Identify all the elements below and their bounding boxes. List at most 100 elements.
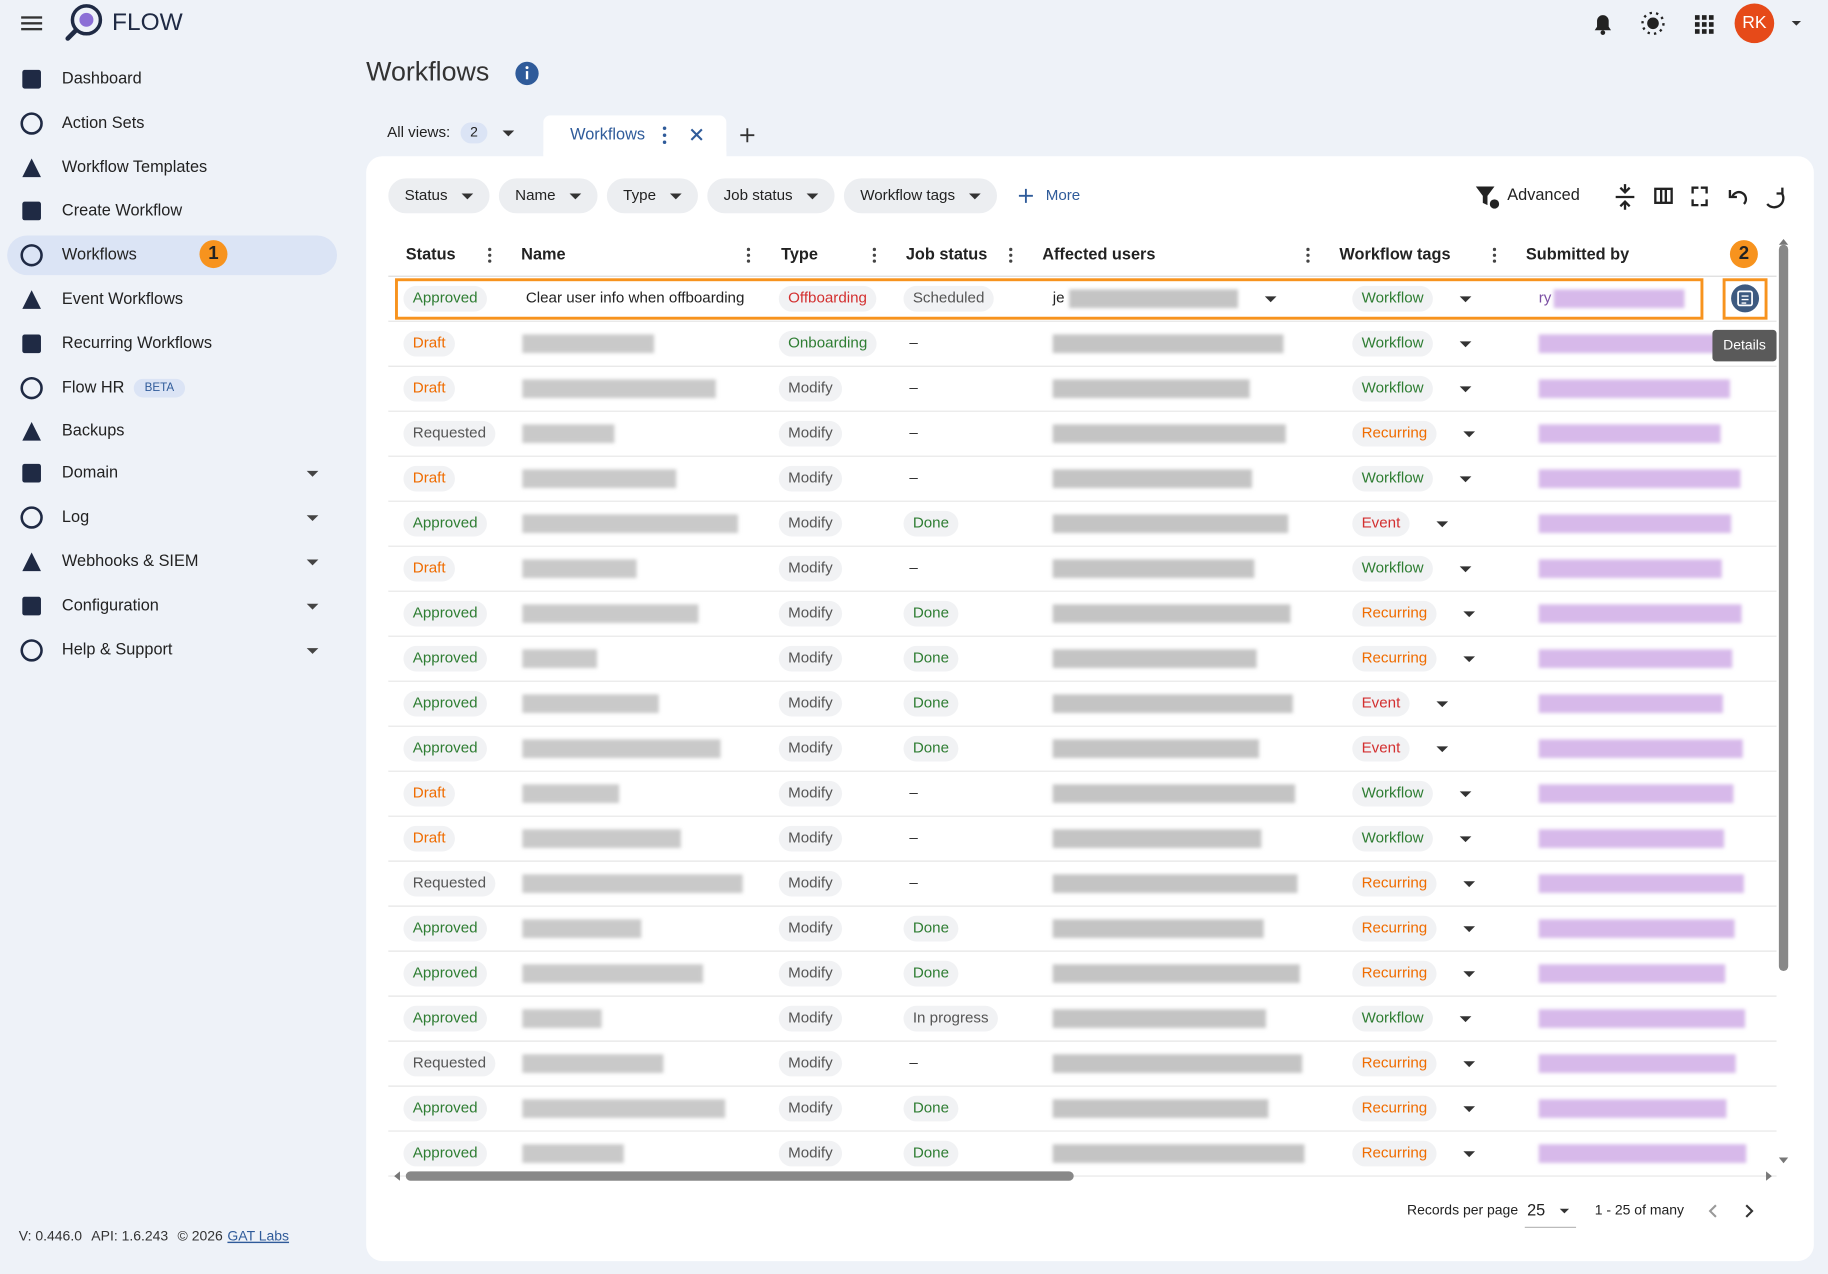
- tag-caret[interactable]: [1463, 1106, 1476, 1113]
- nav-expand: [306, 559, 319, 566]
- tag-caret[interactable]: [1459, 566, 1472, 573]
- tag-caret[interactable]: [1459, 836, 1472, 843]
- table-row[interactable]: Approved Modify Done Event: [388, 735, 1777, 772]
- tag-caret[interactable]: [1436, 521, 1449, 528]
- column-menu[interactable]: [1009, 247, 1013, 263]
- table-row[interactable]: Requested Modify – Recurring: [388, 420, 1777, 457]
- table-row[interactable]: Approved Modify Done Event: [388, 690, 1777, 727]
- tab-menu[interactable]: [662, 126, 667, 144]
- tag-caret[interactable]: [1463, 611, 1476, 618]
- view-tab[interactable]: [543, 115, 727, 163]
- column-menu[interactable]: [872, 247, 877, 263]
- nav-item[interactable]: Workflows: [20, 244, 137, 267]
- nav-item[interactable]: Domain: [22, 464, 319, 483]
- chip-label: Done: [913, 695, 949, 712]
- tooltip-text: Details: [1723, 336, 1766, 352]
- prev-page[interactable]: [1708, 1204, 1717, 1218]
- per-page-dropdown[interactable]: [1559, 1208, 1570, 1214]
- nav-item[interactable]: Dashboard: [22, 70, 142, 89]
- table-row[interactable]: Draft Modify – Workflow: [388, 375, 1777, 412]
- column-menu[interactable]: [1492, 247, 1497, 263]
- table-row[interactable]: Draft Modify – Workflow: [388, 825, 1777, 862]
- notifications-button[interactable]: [1594, 15, 1612, 35]
- nav-item[interactable]: Action Sets: [20, 112, 145, 135]
- filter-chip[interactable]: Status: [388, 178, 490, 214]
- filter-chip[interactable]: Name: [498, 178, 598, 214]
- tag-caret[interactable]: [1459, 1016, 1472, 1023]
- vertical-scrollbar[interactable]: [1778, 244, 1789, 971]
- tag-caret[interactable]: [1436, 746, 1449, 753]
- chip-bg: [778, 600, 843, 627]
- filter-chip[interactable]: Workflow tags: [843, 178, 997, 214]
- table-row[interactable]: Approved Modify Done Recurring: [388, 960, 1777, 997]
- table-row[interactable]: Approved Clear user info when offboarding…: [388, 285, 1777, 322]
- table-row[interactable]: Draft Onboarding – Workflow: [388, 330, 1777, 367]
- tag-caret[interactable]: [1463, 926, 1476, 933]
- tag-caret[interactable]: [1459, 476, 1472, 483]
- horizontal-scrollbar[interactable]: [405, 1171, 1074, 1181]
- tag-caret[interactable]: [1463, 1151, 1476, 1158]
- nav-item[interactable]: Recurring Workflows: [22, 334, 212, 354]
- tag-caret[interactable]: [1459, 296, 1472, 303]
- info-icon[interactable]: [515, 61, 539, 86]
- per-page-value[interactable]: 25: [1527, 1201, 1545, 1219]
- nav-item[interactable]: Log: [20, 506, 319, 529]
- nav-item[interactable]: Backups: [22, 422, 124, 441]
- table-row[interactable]: Approved Modify Done Recurring: [388, 645, 1777, 682]
- nav-expand: [306, 470, 319, 477]
- nav-item[interactable]: Help & Support: [20, 639, 319, 662]
- redacted-users: [1052, 829, 1262, 848]
- tab-close[interactable]: [690, 128, 703, 141]
- table-row[interactable]: Approved Modify Done Recurring: [388, 1095, 1777, 1132]
- chip-label: Draft: [413, 560, 447, 577]
- table-row[interactable]: Draft Modify – Workflow: [388, 780, 1777, 817]
- table-row[interactable]: Draft Modify – Workflow: [388, 465, 1777, 502]
- nav-item[interactable]: Flow HR BETA: [20, 376, 186, 400]
- table-row[interactable]: Approved Modify Done Recurring: [388, 600, 1777, 637]
- chip-bg: [403, 1050, 496, 1077]
- chip-label: Done: [913, 1100, 949, 1117]
- chip-label: Workflow: [1362, 830, 1424, 847]
- views-dropdown[interactable]: [502, 130, 515, 137]
- table-row[interactable]: Approved Modify In progress Workflow: [388, 1005, 1777, 1042]
- tag-caret[interactable]: [1459, 341, 1472, 348]
- toolbar-icons[interactable]: [1615, 184, 1785, 210]
- apps-button[interactable]: [1694, 15, 1714, 34]
- tag-caret[interactable]: [1463, 1061, 1476, 1068]
- tag-caret[interactable]: [1463, 971, 1476, 978]
- tag-caret[interactable]: [1463, 881, 1476, 888]
- nav-item[interactable]: Create Workflow: [22, 201, 182, 221]
- chip-label: Workflow: [1362, 785, 1424, 802]
- theme-button[interactable]: [1641, 11, 1665, 35]
- column-menu[interactable]: [746, 247, 751, 263]
- tag-caret[interactable]: [1463, 656, 1476, 663]
- more-filters[interactable]: More: [1018, 187, 1080, 204]
- advanced-filter[interactable]: Advanced: [1475, 186, 1580, 209]
- menu-button[interactable]: [21, 16, 43, 31]
- table-row[interactable]: Requested Modify – Recurring: [388, 870, 1777, 907]
- vendor-link[interactable]: GAT Labs: [227, 1227, 289, 1243]
- affected-caret[interactable]: [1264, 296, 1277, 303]
- table-row[interactable]: Approved Modify Done Recurring: [388, 915, 1777, 952]
- tag-caret[interactable]: [1459, 791, 1472, 798]
- account-button[interactable]: RK: [1734, 3, 1802, 44]
- column-menu[interactable]: [1306, 247, 1310, 263]
- column-menu[interactable]: [488, 247, 492, 263]
- table-row[interactable]: Requested Modify – Recurring: [388, 1050, 1777, 1087]
- nav-item[interactable]: Configuration: [22, 596, 319, 616]
- filter-chip[interactable]: Job status: [707, 178, 835, 214]
- nav-item[interactable]: Event Workflows: [22, 290, 183, 309]
- tag-caret[interactable]: [1459, 386, 1472, 393]
- table-row[interactable]: Approved Modify Done Recurring: [388, 1140, 1777, 1177]
- filter-label: Name: [515, 187, 555, 204]
- next-page[interactable]: [1745, 1204, 1754, 1218]
- filter-chip[interactable]: Type: [606, 178, 698, 214]
- table-row[interactable]: Draft Modify – Workflow: [388, 555, 1777, 592]
- tag-caret[interactable]: [1463, 431, 1476, 438]
- add-view[interactable]: [740, 128, 755, 143]
- tag-caret[interactable]: [1436, 701, 1449, 708]
- table-row[interactable]: Approved Modify Done Event: [388, 510, 1777, 547]
- details-button[interactable]: [1731, 284, 1760, 313]
- nav-item[interactable]: Workflow Templates: [22, 158, 207, 178]
- nav-item[interactable]: Webhooks & SIEM: [22, 552, 319, 572]
